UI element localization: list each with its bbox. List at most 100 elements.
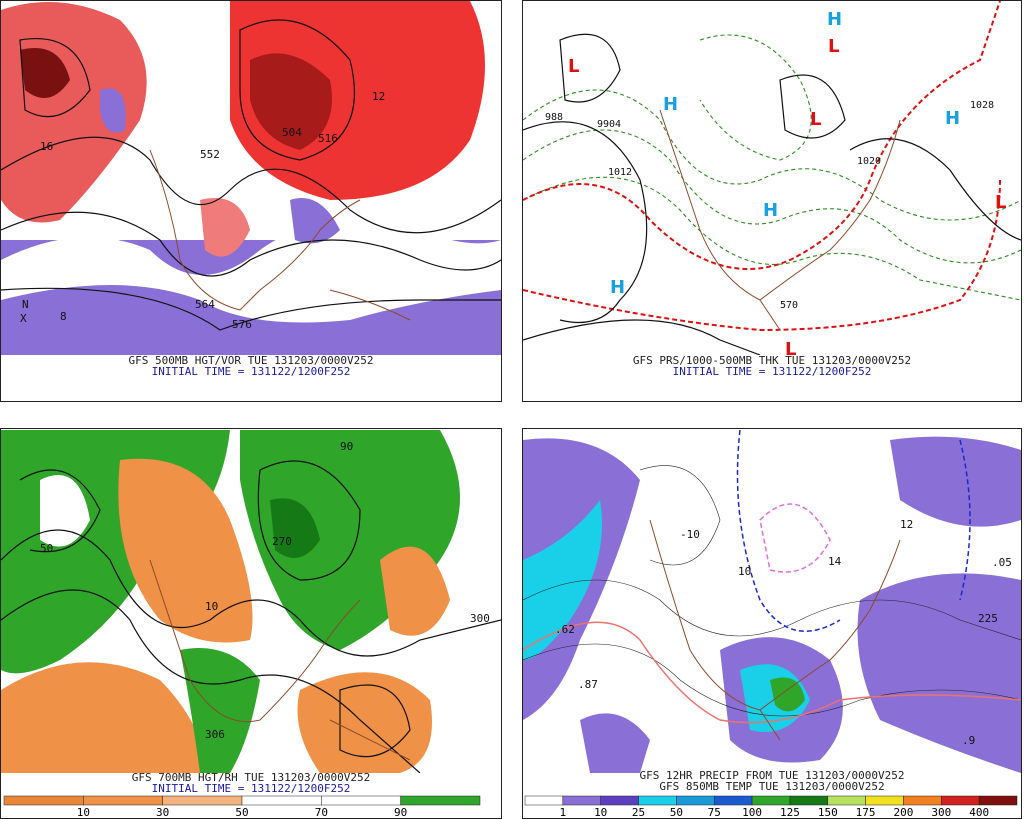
- map-labels: 300 270 50 90 10 306: [40, 440, 490, 741]
- low-marker: L: [810, 109, 821, 130]
- subcaption: GFS 850MB TEMP TUE 131203/0000V252: [659, 780, 884, 793]
- colorbar-label: 1: [560, 806, 567, 819]
- colorbar-segment: [638, 795, 677, 806]
- colorbar-segment: [676, 795, 715, 806]
- low-marker: L: [785, 339, 796, 360]
- colorbar-segment: [713, 795, 753, 806]
- map: [523, 430, 1021, 773]
- low-marker: L: [568, 56, 579, 77]
- colorbar-label: 90: [394, 806, 407, 819]
- colorbar-segment: [400, 795, 481, 806]
- colorbar-segment: [162, 795, 243, 806]
- map: [523, 1, 1021, 355]
- colorbar-label: 50: [670, 806, 683, 819]
- colorbar-label: 100: [742, 806, 762, 819]
- contour-label: 270: [272, 535, 292, 548]
- contour-label: 12: [900, 518, 913, 531]
- contour-label: 1020: [857, 156, 881, 167]
- contour-label: -10: [680, 528, 700, 541]
- high-marker: H: [945, 108, 960, 129]
- high-marker: H: [610, 277, 625, 298]
- colorbar: 1 10 25 50 75 100 125 150 175 200 300 400: [524, 795, 1018, 819]
- contour-label: 8: [60, 310, 67, 323]
- panel-pressure: L L L L L H H H H H 1012 1020 1028 988 9…: [522, 0, 1022, 402]
- contour-label: .87: [578, 678, 598, 691]
- colorbar-label: 175: [856, 806, 876, 819]
- map-labels: 552 504 516 564 576 N X 8 12 16: [20, 90, 385, 331]
- colorbar-label: 25: [632, 806, 645, 819]
- colorbar-label: 30: [156, 806, 169, 819]
- caption: GFS 12HR PRECIP FROM TUE 131203/0000V252: [640, 769, 905, 782]
- colorbar-label: 200: [894, 806, 914, 819]
- subcaption: INITIAL TIME = 131122/1200F252: [152, 782, 351, 795]
- contour-label: 9904: [597, 119, 621, 130]
- map: [1, 1, 501, 355]
- contour-label: 16: [40, 140, 53, 153]
- contour-label: 564: [195, 298, 215, 311]
- high-marker: H: [663, 94, 678, 115]
- low-marker: L: [995, 192, 1006, 213]
- contour-label: .05: [992, 556, 1012, 569]
- high-marker: H: [827, 9, 842, 30]
- colorbar-segment: [751, 795, 791, 806]
- contour-label: N: [22, 298, 29, 311]
- map-labels: 12 .62 .87 225 -10 10 14 .9 .05: [555, 518, 1012, 747]
- contour-label: 1028: [970, 100, 994, 111]
- colorbar-label: 10: [77, 806, 90, 819]
- contour-label: .62: [555, 623, 575, 636]
- caption: GFS 700MB HGT/RH TUE 131203/0000V252: [132, 771, 370, 784]
- caption: GFS PRS/1000-500MB THK TUE 131203/0000V2…: [633, 354, 911, 367]
- colorbar-label: 75: [708, 806, 721, 819]
- contour-label: 300: [470, 612, 490, 625]
- subcaption: INITIAL TIME = 131122/1200F252: [152, 365, 351, 378]
- contour-label: 306: [205, 728, 225, 741]
- colorbar: 10 30 50 70 90: [3, 795, 481, 819]
- subcaption: INITIAL TIME = 131122/1200F252: [673, 365, 872, 378]
- panel-frame: [522, 0, 1022, 402]
- low-marker: L: [828, 36, 839, 57]
- contour-label: 225: [978, 612, 998, 625]
- map: [1, 430, 501, 773]
- colorbar-label: 150: [818, 806, 838, 819]
- contour-label: 570: [780, 300, 798, 311]
- colorbar-label: 10: [594, 806, 607, 819]
- colorbar-label: 125: [780, 806, 800, 819]
- colorbar-segment: [941, 795, 980, 806]
- contour-label: 1012: [608, 167, 632, 178]
- colorbar-label: 70: [315, 806, 328, 819]
- contour-label: 14: [828, 555, 842, 568]
- colorbar-segment: [600, 795, 639, 806]
- contour-label: 50: [40, 542, 53, 555]
- colorbar-segment: [321, 795, 401, 806]
- colorbar-segment: [789, 795, 829, 806]
- contour-label: X: [20, 312, 27, 325]
- colorbar-segment: [3, 795, 84, 806]
- contour-label: .9: [962, 734, 975, 747]
- colorbar-label: 50: [235, 806, 248, 819]
- map-labels: L L L L L H H H H H 1012 1020 1028 988 9…: [545, 9, 1006, 360]
- high-marker: H: [763, 200, 778, 221]
- panel-500mb: 552 504 516 564 576 N X 8 12 16 GFS 500M…: [0, 0, 502, 402]
- contour-label: 552: [200, 148, 220, 161]
- colorbar-segment: [241, 795, 322, 806]
- colorbar-segment: [524, 795, 564, 806]
- contour-label: 576: [232, 318, 252, 331]
- contour-label: 988: [545, 112, 563, 123]
- contour-label: 10: [738, 565, 751, 578]
- colorbar-segment: [562, 795, 601, 806]
- contour-label: 12: [372, 90, 385, 103]
- colorbar-label: 400: [969, 806, 989, 819]
- contour-label: 516: [318, 132, 338, 145]
- colorbar-segment: [903, 795, 942, 806]
- colorbar-segment: [827, 795, 866, 806]
- contour-label: 10: [205, 600, 218, 613]
- colorbar-segment: [978, 795, 1018, 806]
- caption: GFS 500MB HGT/VOR TUE 131203/0000V252: [128, 354, 373, 367]
- panel-precip: 12 .62 .87 225 -10 10 14 .9 .05 GFS 12HR…: [522, 428, 1022, 819]
- colorbar-label: 300: [931, 806, 951, 819]
- panel-700mb: 300 270 50 90 10 306 GFS 700MB HGT/RH TU…: [0, 428, 502, 819]
- colorbar-segment: [83, 795, 163, 806]
- contour-label: 90: [340, 440, 353, 453]
- colorbar-segment: [865, 795, 904, 806]
